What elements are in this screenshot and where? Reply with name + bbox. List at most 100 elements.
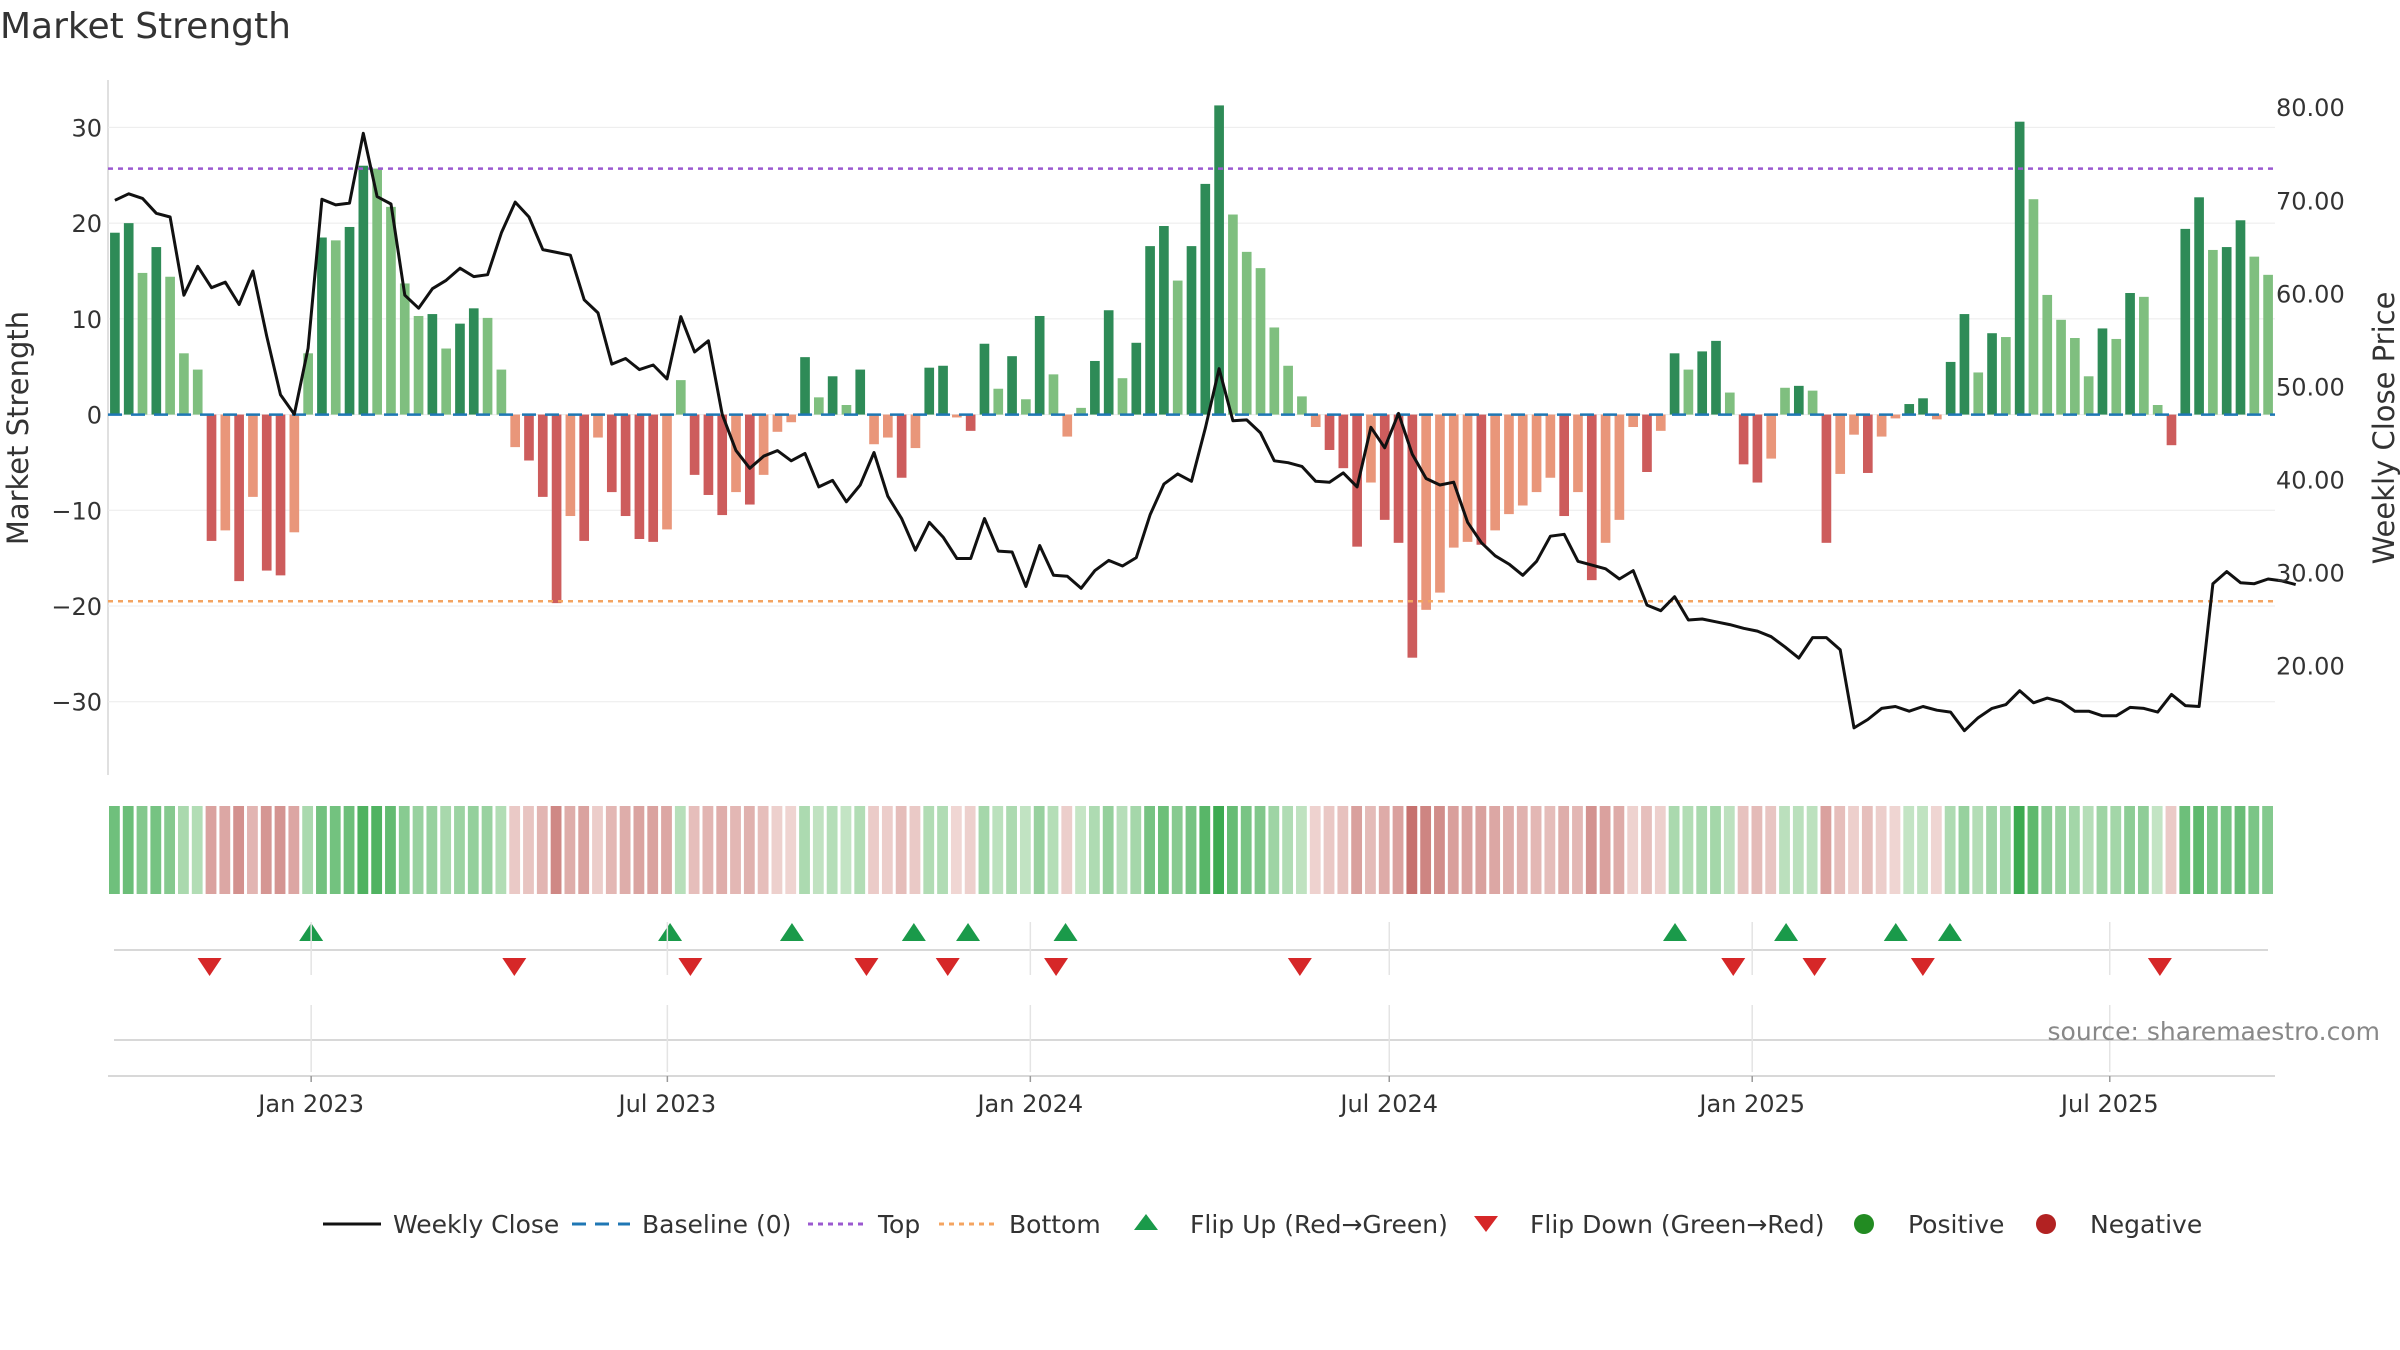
heat-cell (1489, 806, 1501, 894)
strength-bar (1186, 246, 1197, 415)
heat-cell (1199, 806, 1211, 894)
reference-lines (108, 167, 2275, 603)
strength-bar (1255, 268, 1266, 415)
strength-bar (1573, 414, 1583, 493)
legend-dot (1854, 1214, 1874, 1234)
heat-cell (964, 806, 976, 894)
heat-cell (1820, 806, 1832, 894)
heat-cell (1986, 806, 1997, 894)
strength-bar (1297, 396, 1307, 415)
heat-cell (2013, 806, 2025, 894)
heat-cell (868, 806, 879, 894)
strength-bar (1200, 183, 1211, 415)
strength-bar (1310, 414, 1321, 428)
strength-bar (896, 414, 907, 478)
strength-bar (220, 414, 231, 531)
heat-cell (1958, 806, 1970, 894)
strength-bar (1435, 414, 1445, 593)
heat-cell (1751, 806, 1763, 894)
strength-bar (938, 365, 948, 415)
heat-cell (2124, 806, 2135, 894)
heat-cell (564, 806, 576, 894)
heat-cell (1240, 806, 1252, 894)
strength-bar (786, 414, 797, 423)
heat-cell (1130, 806, 1142, 894)
strength-bar (1724, 392, 1735, 415)
heat-cell (1737, 806, 1749, 894)
legend-label: Top (877, 1210, 920, 1239)
heat-cell (1696, 806, 1708, 894)
strength-bar (1172, 280, 1183, 415)
strength-bar (2001, 337, 2011, 415)
heat-cell (122, 806, 134, 894)
strength-bar (717, 414, 728, 516)
right-tick-label: 70.00 (2276, 187, 2345, 215)
strength-bar (1241, 251, 1252, 415)
strength-bar (510, 414, 521, 448)
heat-cell (1972, 806, 1984, 894)
strength-bar (1890, 414, 1901, 419)
heat-cell (2027, 806, 2039, 894)
strength-bar (2139, 296, 2149, 415)
strength-bar (814, 397, 824, 415)
heat-cell (164, 806, 176, 894)
heat-cell (1572, 806, 1583, 894)
strength-bar (731, 414, 741, 493)
strength-bar (1159, 226, 1169, 415)
heat-cell (398, 806, 410, 894)
strength-bar (179, 353, 189, 415)
strength-bar (841, 405, 852, 415)
x-tick-label: Jan 2023 (256, 1090, 364, 1118)
heat-cell (426, 806, 438, 894)
strength-bar (372, 168, 382, 415)
flip-up-marker (1774, 923, 1799, 941)
heat-cell (2041, 806, 2053, 894)
heat-cell (1668, 806, 1680, 894)
strength-bar (2194, 197, 2204, 415)
strength-bar (1407, 414, 1418, 658)
strength-bar (1821, 414, 1832, 543)
heat-cell (1861, 806, 1873, 894)
heat-cell (2096, 806, 2108, 894)
strength-bar (648, 414, 659, 542)
heat-cell (1365, 806, 1376, 894)
strength-bar (1987, 333, 1997, 415)
heat-cell (2220, 806, 2232, 894)
heat-cell (1889, 806, 1901, 894)
heat-cell (923, 806, 935, 894)
heat-cell (1227, 806, 1238, 894)
heat-cell (536, 806, 548, 894)
heat-cell (1917, 806, 1928, 894)
strength-bar (1669, 353, 1680, 415)
left-tick-label: −10 (51, 497, 102, 525)
gridlines (107, 80, 2275, 775)
strength-bar (317, 237, 327, 415)
legend-label: Flip Up (Red→Green) (1190, 1210, 1448, 1239)
heat-cell (467, 806, 479, 894)
heat-cell (1779, 806, 1790, 894)
right-axis-title: Weekly Close Price (2367, 292, 2400, 565)
heat-cell (1599, 806, 1611, 894)
left-tick-label: 30 (71, 114, 102, 142)
strength-bar (330, 240, 341, 415)
strength-bar (344, 226, 355, 415)
strength-bar (261, 414, 272, 571)
strength-bar (800, 357, 810, 415)
heat-cell (757, 806, 769, 894)
heat-cell (316, 806, 327, 894)
strength-bar (758, 414, 769, 475)
heat-cell (978, 806, 990, 894)
strength-bar (2208, 249, 2218, 415)
right-tick-label: 60.00 (2276, 280, 2345, 308)
strength-bar (524, 414, 534, 461)
heat-cell (495, 806, 507, 894)
heat-cell (509, 806, 521, 894)
strength-bar (1103, 310, 1114, 415)
strength-bar (496, 369, 507, 415)
strength-bar (1007, 356, 1017, 415)
heat-cell (343, 806, 355, 894)
strength-bar (2056, 319, 2066, 415)
x-axis-ticks: Jan 2023 Jul 2023 Jan 2024 Jul 2024 Jan 2025… (256, 1076, 2159, 1118)
heat-cell (1254, 806, 1266, 894)
strength-bar (1973, 372, 1984, 415)
